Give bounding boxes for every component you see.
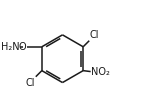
Text: NO₂: NO₂ [91,67,110,77]
Text: Cl: Cl [25,78,35,88]
Text: Cl: Cl [90,30,99,40]
Text: H₂N: H₂N [1,42,20,52]
Text: O: O [19,42,26,52]
